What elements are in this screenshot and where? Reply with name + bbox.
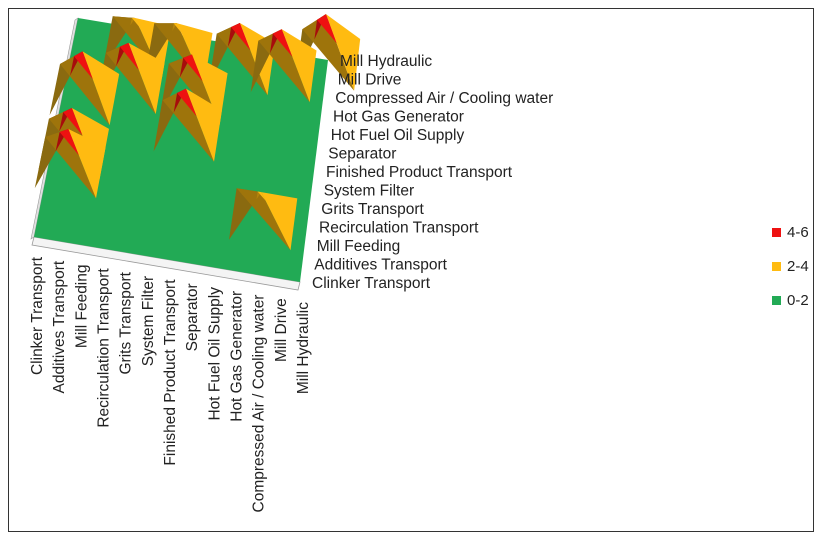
- row-axis-tick-label: Hot Fuel Oil Supply: [331, 127, 465, 144]
- peak-face-right: [192, 54, 228, 125]
- row-axis-tick-label: Additives Transport: [314, 257, 447, 274]
- column-axis-tick-label: Grits Transport: [118, 271, 135, 374]
- peak-tip-shade: [314, 14, 326, 40]
- legend-label: 4-6: [787, 224, 809, 241]
- peak-tip: [173, 23, 182, 33]
- legend-item: 2-4: [772, 258, 809, 275]
- peak-tip-shade: [173, 88, 186, 113]
- surface-peak: [153, 88, 222, 162]
- peak-face-right: [261, 192, 298, 251]
- peak-tip: [63, 108, 83, 136]
- column-axis-tick-label: Additives Transport: [51, 260, 68, 393]
- row-axis-tick-label: Finished Product Transport: [326, 164, 513, 181]
- column-axis-tick-label: Mill Feeding: [73, 265, 90, 349]
- peak-tip: [231, 23, 251, 51]
- column-axis-tick-label: Compressed Air / Cooling water: [251, 295, 268, 513]
- row-axis-tick-label: Mill Hydraulic: [340, 53, 432, 70]
- row-axis-tick-label: Hot Gas Generator: [333, 109, 464, 126]
- column-axis-tick-label: Mill Drive: [273, 298, 290, 362]
- peak-tip: [257, 191, 266, 201]
- column-axis-tick-label: Hot Gas Generator: [229, 291, 246, 422]
- row-axis-tick-label: Grits Transport: [321, 201, 424, 218]
- column-axis-tick-label: Recirculation Transport: [96, 268, 113, 428]
- legend-swatch: [772, 296, 781, 305]
- row-axis-tick-label: Mill Drive: [338, 72, 402, 89]
- legend-label: 2-4: [787, 258, 809, 275]
- legend-item: 4-6: [772, 224, 809, 241]
- peaks-layer: [34, 14, 361, 251]
- column-axis-tick-label: Finished Product Transport: [162, 279, 179, 466]
- peak-face-right: [128, 42, 165, 115]
- surface-peak: [49, 51, 120, 126]
- peak-tip: [74, 51, 93, 80]
- row-axis-tick-label: Mill Feeding: [317, 238, 401, 255]
- peak-face-right: [82, 51, 120, 126]
- row-axis-tick-label: Recirculation Transport: [319, 220, 479, 237]
- column-axis-tick-label: System Filter: [140, 276, 157, 366]
- column-axis-tick-label: Mill Hydraulic: [295, 302, 312, 394]
- surface-peak: [229, 188, 298, 251]
- peak-tip: [131, 17, 140, 27]
- row-axis-tick-label: System Filter: [324, 183, 414, 200]
- surface-peak: [295, 14, 361, 91]
- row-axis-tick-label: Compressed Air / Cooling water: [335, 90, 553, 107]
- legend-swatch: [772, 262, 781, 271]
- peak-tip: [177, 88, 197, 117]
- row-axis-tick-label: Clinker Transport: [312, 275, 431, 292]
- peak-tip: [119, 42, 139, 70]
- column-axis-tick-label: Separator: [184, 283, 201, 351]
- legend-item: 0-2: [772, 292, 809, 309]
- peak-face-right: [68, 129, 106, 199]
- peak-face-left: [250, 29, 282, 93]
- row-axis-tick-label: Separator: [328, 146, 396, 163]
- column-axis-tick-label: Hot Fuel Oil Supply: [206, 287, 223, 421]
- legend-label: 0-2: [787, 292, 809, 309]
- plane-front-edge: [31, 236, 301, 291]
- peak-tip-shade: [172, 23, 178, 31]
- peak-face-right: [186, 88, 222, 162]
- peak-tip: [272, 29, 293, 57]
- peak-tip: [317, 14, 337, 44]
- peak-tip: [59, 129, 79, 156]
- legend-swatch: [772, 228, 781, 237]
- surface-peak: [250, 29, 317, 103]
- peak-tip: [183, 54, 203, 82]
- peak-face-front: [236, 188, 291, 251]
- peak-tip-shade: [116, 42, 129, 67]
- surface-peak: [34, 129, 106, 199]
- peak-face-right: [281, 29, 317, 103]
- column-axis-tick-label: Clinker Transport: [29, 256, 46, 375]
- peak-tip-shade: [55, 129, 69, 152]
- peak-face-right: [326, 14, 361, 91]
